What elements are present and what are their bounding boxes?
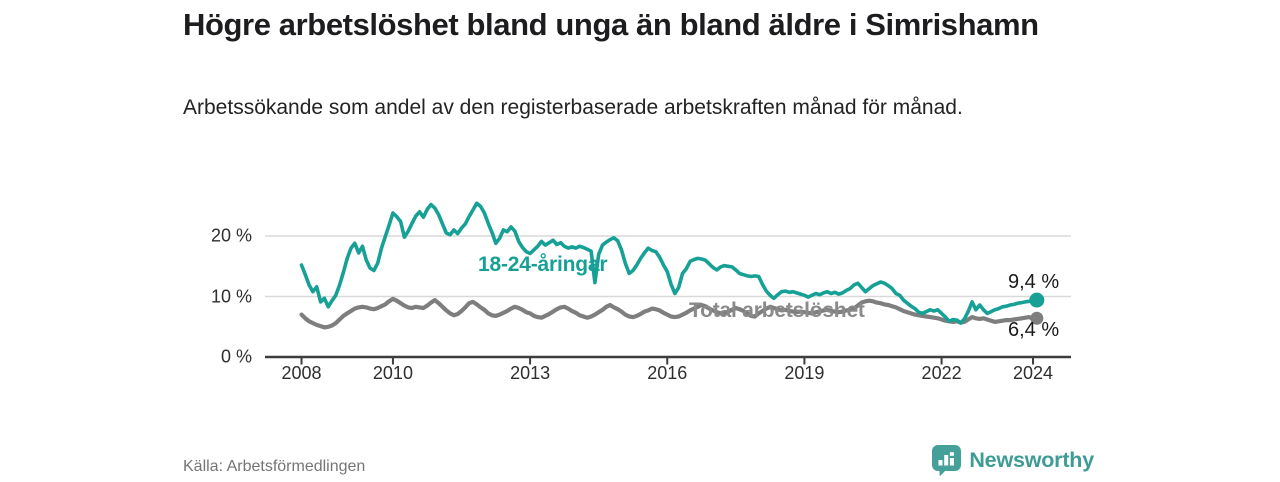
x-tick-label: 2024: [1012, 363, 1054, 383]
bar-chart-speech-bubble-icon: [931, 444, 962, 477]
end-dot-young: [1029, 292, 1045, 308]
series-line-young: [299, 201, 1039, 325]
series-line-total: [299, 296, 1039, 330]
source-credit: Källa: Arbetsförmedlingen: [183, 458, 366, 475]
end-value-young: 9,4 %: [1008, 271, 1060, 293]
x-tick-label: 2022: [921, 363, 962, 383]
y-tick-label: 20 %: [210, 225, 252, 246]
series-label-young: 18-24-åringar: [478, 253, 608, 276]
page-title: Högre arbetslöshet bland unga än bland ä…: [183, 7, 1039, 42]
x-tick-label: 2008: [281, 363, 322, 383]
series-label-total: Total arbetslöshet: [689, 299, 865, 322]
brand-wordmark: Newsworthy: [969, 448, 1094, 472]
newsworthy-brand: Newsworthy: [931, 444, 1094, 477]
end-value-total: 6,4 %: [1008, 319, 1060, 341]
x-tick-label: 2010: [372, 363, 413, 383]
x-tick-label: 2019: [784, 363, 825, 383]
x-tick-label: 2016: [647, 363, 688, 383]
y-tick-label: 10 %: [210, 286, 252, 306]
x-tick-label: 2013: [510, 363, 551, 383]
y-tick-label: 0 %: [220, 346, 252, 367]
page-subtitle: Arbetssökande som andel av den registerb…: [183, 96, 963, 119]
